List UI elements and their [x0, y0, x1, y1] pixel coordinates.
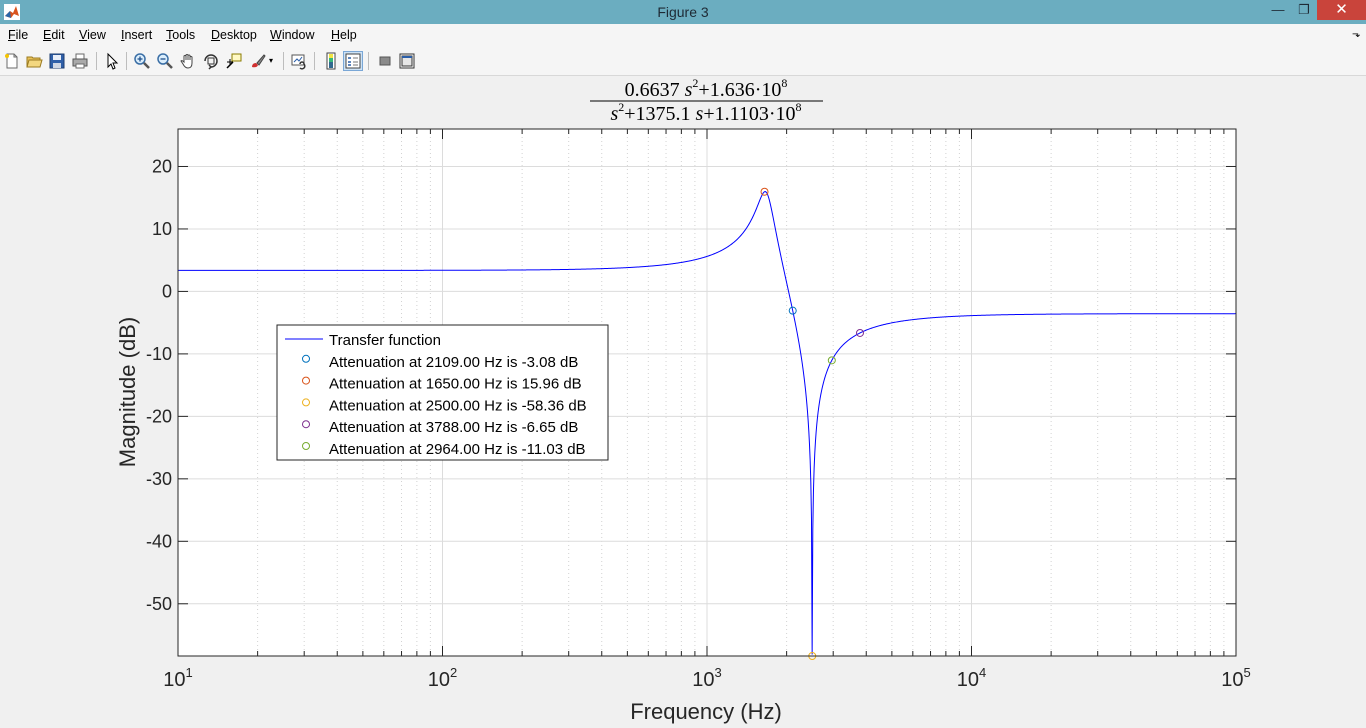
zoom-in-icon[interactable] — [133, 52, 151, 70]
transfer-function-line[interactable] — [178, 191, 1236, 655]
y-tick-label: -50 — [146, 594, 172, 614]
toolbar-separator — [96, 52, 97, 70]
menu-file[interactable]: File — [8, 28, 29, 42]
link-plot-icon[interactable] — [290, 52, 308, 70]
brush-dropdown-arrow-icon[interactable]: ▾ — [269, 56, 274, 65]
figure-canvas: 0.6637 s2+1.636·108 s2+1375.1 s+1.1103·1… — [115, 76, 1251, 724]
menu-desktop[interactable]: Desktop — [211, 28, 257, 42]
brush-icon[interactable] — [249, 52, 267, 70]
zoom-out-icon[interactable] — [156, 52, 174, 70]
y-tick-label: 10 — [152, 219, 172, 239]
legend-marker-swatch — [302, 398, 310, 407]
toolbar-separator — [126, 52, 127, 70]
attenuation-marker[interactable] — [827, 356, 836, 365]
menu-insert[interactable]: Insert — [121, 28, 153, 42]
dock-arrow-icon[interactable]: ⬎ — [1352, 29, 1361, 40]
rotate-3d-icon[interactable] — [202, 52, 220, 70]
insert-colorbar-icon[interactable] — [322, 52, 340, 70]
x-tick-label: 101 — [163, 665, 192, 691]
y-tick-label: -10 — [146, 344, 172, 364]
minimize-button[interactable]: — — [1271, 2, 1285, 17]
menu-edit[interactable]: Edit — [43, 28, 65, 42]
y-tick-label: 20 — [152, 156, 172, 176]
title-bar: Figure 3 — ❐ ✕ — [0, 0, 1366, 24]
window-title: Figure 3 — [657, 4, 709, 20]
attenuation-marker[interactable] — [788, 306, 797, 315]
x-tick-label: 104 — [957, 665, 986, 691]
data-cursor-icon[interactable] — [225, 52, 243, 70]
toolbar: ▾ — [0, 47, 1366, 76]
x-tick-label: 105 — [1221, 665, 1250, 691]
toolbar-separator — [314, 52, 315, 70]
x-tick-label: 103 — [692, 665, 721, 691]
hide-plot-tools-icon[interactable] — [376, 52, 394, 70]
insert-legend-icon[interactable] — [343, 51, 363, 71]
legend-entry-label: Attenuation at 2964.00 Hz is -11.03 dB — [329, 441, 586, 458]
maximize-button[interactable]: ❐ — [1298, 2, 1310, 17]
open-file-icon[interactable] — [25, 52, 43, 70]
plot-title: 0.6637 s2+1.636·108 s2+1375.1 s+1.1103·1… — [590, 76, 823, 125]
legend-entry-label: Attenuation at 3788.00 Hz is -6.65 dB — [329, 419, 578, 436]
y-axis-label: Magnitude (dB) — [115, 317, 140, 467]
x-axis-label: Frequency (Hz) — [630, 699, 782, 724]
legend-entry-label: Attenuation at 2109.00 Hz is -3.08 dB — [329, 354, 578, 371]
y-tick-label: -20 — [146, 406, 172, 426]
menu-view[interactable]: View — [79, 28, 106, 42]
title-denominator: s2+1375.1 s+1.1103·108 — [610, 100, 801, 125]
menu-window[interactable]: Window — [270, 28, 315, 42]
attenuation-marker[interactable] — [855, 328, 864, 337]
menu-bar: File Edit View Insert Tools Desktop Wind… — [0, 24, 1366, 47]
legend-marker-swatch — [302, 420, 310, 429]
new-figure-icon[interactable] — [3, 52, 21, 70]
close-button[interactable]: ✕ — [1317, 0, 1366, 20]
attenuation-marker[interactable] — [760, 187, 769, 196]
show-plot-tools-icon[interactable] — [398, 52, 416, 70]
menu-help[interactable]: Help — [331, 28, 357, 42]
matlab-logo-icon — [4, 4, 20, 20]
print-icon[interactable] — [71, 52, 89, 70]
pan-hand-icon[interactable] — [179, 52, 197, 70]
legend[interactable]: Transfer function Attenuation at 2109.00 … — [276, 324, 609, 461]
legend-marker-swatch — [302, 442, 310, 450]
toolbar-separator — [283, 52, 284, 70]
y-tick-label: 0 — [162, 281, 172, 301]
menu-tools[interactable]: Tools — [166, 28, 196, 42]
x-tick-label: 102 — [428, 665, 457, 691]
legend-marker-swatch — [302, 376, 310, 385]
legend-box — [276, 324, 609, 461]
legend-entry-label: Attenuation at 1650.00 Hz is 15.96 dB — [329, 376, 582, 393]
title-numerator: 0.6637 s2+1.636·108 — [625, 76, 788, 101]
axis-ticks: 20 10 0 -10 -20 -30 -40 -50 101 102 103 104 105 — [146, 129, 1251, 691]
y-tick-label: -30 — [146, 469, 172, 489]
edit-plot-arrow-icon[interactable] — [103, 52, 121, 70]
toolbar-separator — [368, 52, 369, 70]
legend-entry-label: Transfer function — [329, 332, 441, 349]
legend-marker-swatch — [302, 354, 310, 363]
save-icon[interactable] — [48, 52, 66, 70]
legend-entry-label: Attenuation at 2500.00 Hz is -58.36 dB — [329, 397, 587, 414]
y-tick-label: -40 — [146, 531, 172, 551]
transfer-function-curve[interactable] — [178, 191, 1236, 655]
